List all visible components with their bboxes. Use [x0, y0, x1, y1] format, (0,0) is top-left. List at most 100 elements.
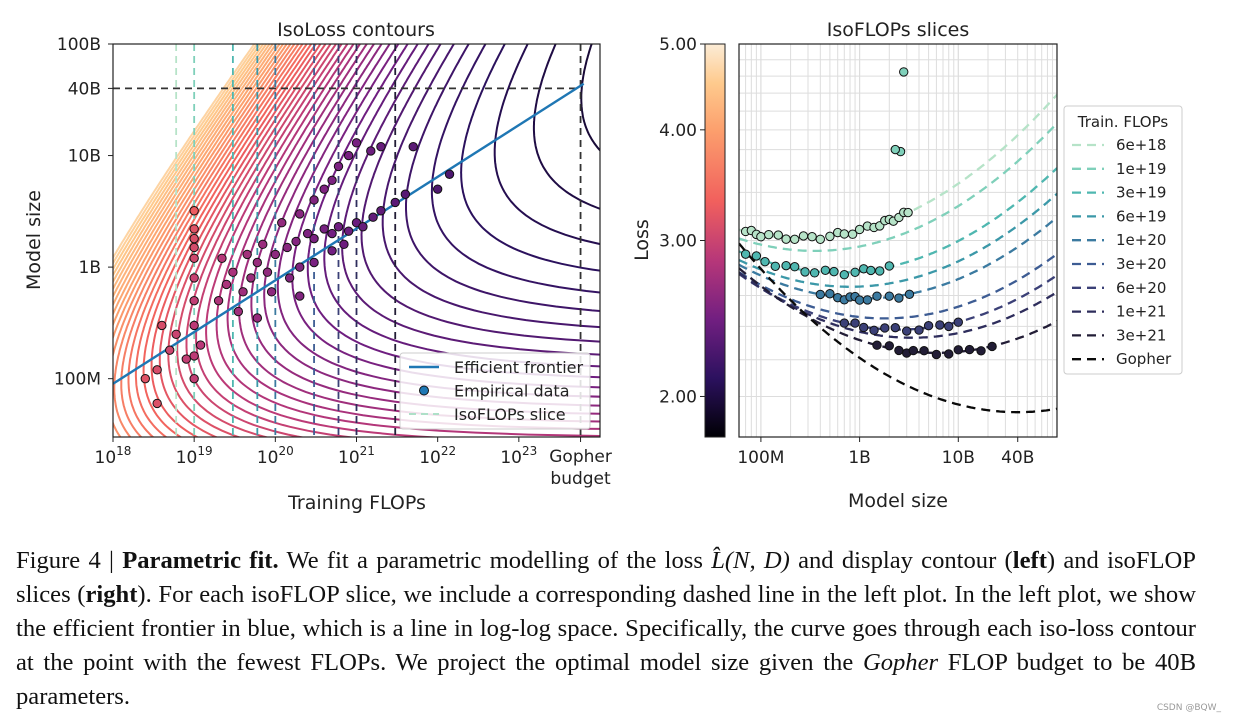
y-tick-label: 3.00	[659, 232, 697, 252]
isoloss-contour-line	[381, 44, 600, 329]
isoflop-data-point	[872, 340, 882, 350]
isoflop-data-point	[751, 251, 762, 261]
empirical-data-point	[233, 306, 244, 317]
empirical-data-point	[295, 262, 305, 272]
isoloss-contour-line	[113, 44, 268, 284]
isoflop-data-point	[839, 318, 850, 328]
empirical-data-point	[213, 295, 224, 306]
isoloss-contour-line	[113, 44, 262, 271]
figure-caption: Figure 4 | Parametric fit. We fit a para…	[16, 544, 1196, 714]
caption-math: L̂(N, D)	[711, 547, 790, 574]
empirical-data-point	[333, 161, 344, 172]
x-tick-label: 1019	[176, 444, 213, 468]
isoloss-contour-line	[113, 44, 256, 260]
isoloss-contour-line	[113, 44, 281, 317]
isoloss-contour-line	[250, 44, 600, 415]
empirical-data-point	[277, 218, 287, 228]
gopher-tick-label-line1: Gopher	[549, 447, 612, 467]
caption-right-word: right	[85, 581, 138, 608]
isoflop-data-point	[872, 291, 882, 301]
isoflop-data-point	[798, 231, 809, 241]
isoloss-contour-line	[405, 44, 600, 313]
y-tick-label: 4.00	[659, 121, 697, 141]
isoflop-data-point	[890, 322, 901, 333]
isoflop-data-point	[839, 270, 850, 280]
isoflop-data-point	[781, 260, 791, 271]
isoflop-data-point	[904, 289, 915, 300]
isoflop-data-point	[809, 268, 820, 278]
watermark: CSDN @BQW_	[1156, 703, 1221, 713]
isoflop-curve	[739, 253, 1057, 320]
isoflop-data-point	[789, 234, 800, 245]
empirical-data-point	[366, 146, 376, 156]
legend-label: 6e+18	[1116, 136, 1166, 154]
y-tick-label: 1B	[79, 258, 101, 278]
isoflop-data-point	[964, 344, 975, 355]
legend-label: 6e+19	[1116, 207, 1166, 225]
isoloss-contour-line	[113, 44, 271, 291]
y-tick-label: 10B	[68, 147, 101, 167]
left-y-axis-label: Model size	[23, 190, 45, 290]
empirical-data-point	[309, 257, 319, 268]
isoloss-contour-line	[113, 44, 285, 328]
isoloss-contour-line	[150, 44, 317, 437]
isoloss-contour-line	[142, 44, 313, 437]
legend-label: 3e+20	[1116, 255, 1166, 273]
empirical-data-point	[189, 295, 199, 306]
isoflop-data-point	[815, 289, 826, 300]
gopher-tick-label-line2: budget	[550, 469, 611, 489]
isoflop-data-point	[789, 262, 800, 272]
isoflop-data-point	[931, 349, 942, 360]
y-tick-label: 100M	[54, 370, 101, 390]
isoflop-data-point	[770, 261, 781, 271]
isoloss-contour-line	[460, 44, 600, 272]
isoflop-data-point	[815, 234, 826, 244]
isoloss-contour-line	[532, 44, 600, 210]
empirical-data-point	[319, 224, 329, 234]
isoflops-plot-area	[739, 44, 1057, 437]
empirical-data-point	[189, 351, 199, 361]
empirical-data-point	[266, 287, 277, 297]
empirical-data-point	[390, 197, 400, 208]
isoflop-data-point	[740, 249, 751, 259]
colorbar	[704, 43, 726, 438]
isoloss-contour-line	[113, 44, 288, 341]
isoloss-contour-line	[493, 44, 600, 246]
empirical-data-point	[157, 320, 167, 331]
isoflop-data-point	[825, 231, 835, 242]
isoflop-data-point	[764, 229, 774, 240]
empirical-data-point	[309, 233, 319, 244]
isoloss-contour-line	[341, 44, 600, 356]
empirical-data-point	[444, 169, 455, 179]
legend-label: 6e+20	[1116, 279, 1166, 297]
empirical-data-point	[228, 267, 238, 277]
isoflop-data-point	[987, 341, 997, 352]
isoflop-curve	[739, 216, 1057, 300]
isoflops-slices-plot: IsoFLOPs slices Model size Loss 2.00 3.00…	[631, 19, 1183, 512]
empirical-data-point	[408, 142, 418, 152]
legend-label: IsoFLOPs slice	[454, 405, 566, 424]
isoflop-data-point	[894, 345, 904, 356]
empirical-data-point	[252, 313, 263, 323]
empirical-data-point	[152, 365, 162, 375]
empirical-data-point	[302, 228, 313, 239]
isoloss-contour-line	[360, 44, 600, 343]
isoflop-data-point	[847, 229, 858, 239]
isoloss-contour-line	[167, 44, 327, 437]
isoflop-data-point	[919, 346, 929, 356]
right-plot-frame	[738, 43, 1058, 438]
right-y-axis-label: Loss	[631, 219, 653, 261]
isoflop-data-point	[866, 265, 876, 276]
empirical-data-point	[339, 239, 349, 250]
empirical-data-point	[165, 345, 175, 355]
isoloss-contour-line	[205, 44, 444, 437]
right-x-axis-label: Model size	[848, 490, 948, 512]
right-legend: Train. FLOPs 6e+18 1e+19 3e+19 6e+19 1e+20 3e+…	[1063, 105, 1183, 375]
isoflop-data-point	[854, 295, 865, 305]
isoflop-data-point	[781, 234, 791, 244]
empirical-data-point	[432, 184, 443, 194]
isoflop-curve	[739, 122, 1057, 253]
isoflop-data-point	[850, 267, 860, 277]
isoflop-data-point	[869, 325, 879, 336]
